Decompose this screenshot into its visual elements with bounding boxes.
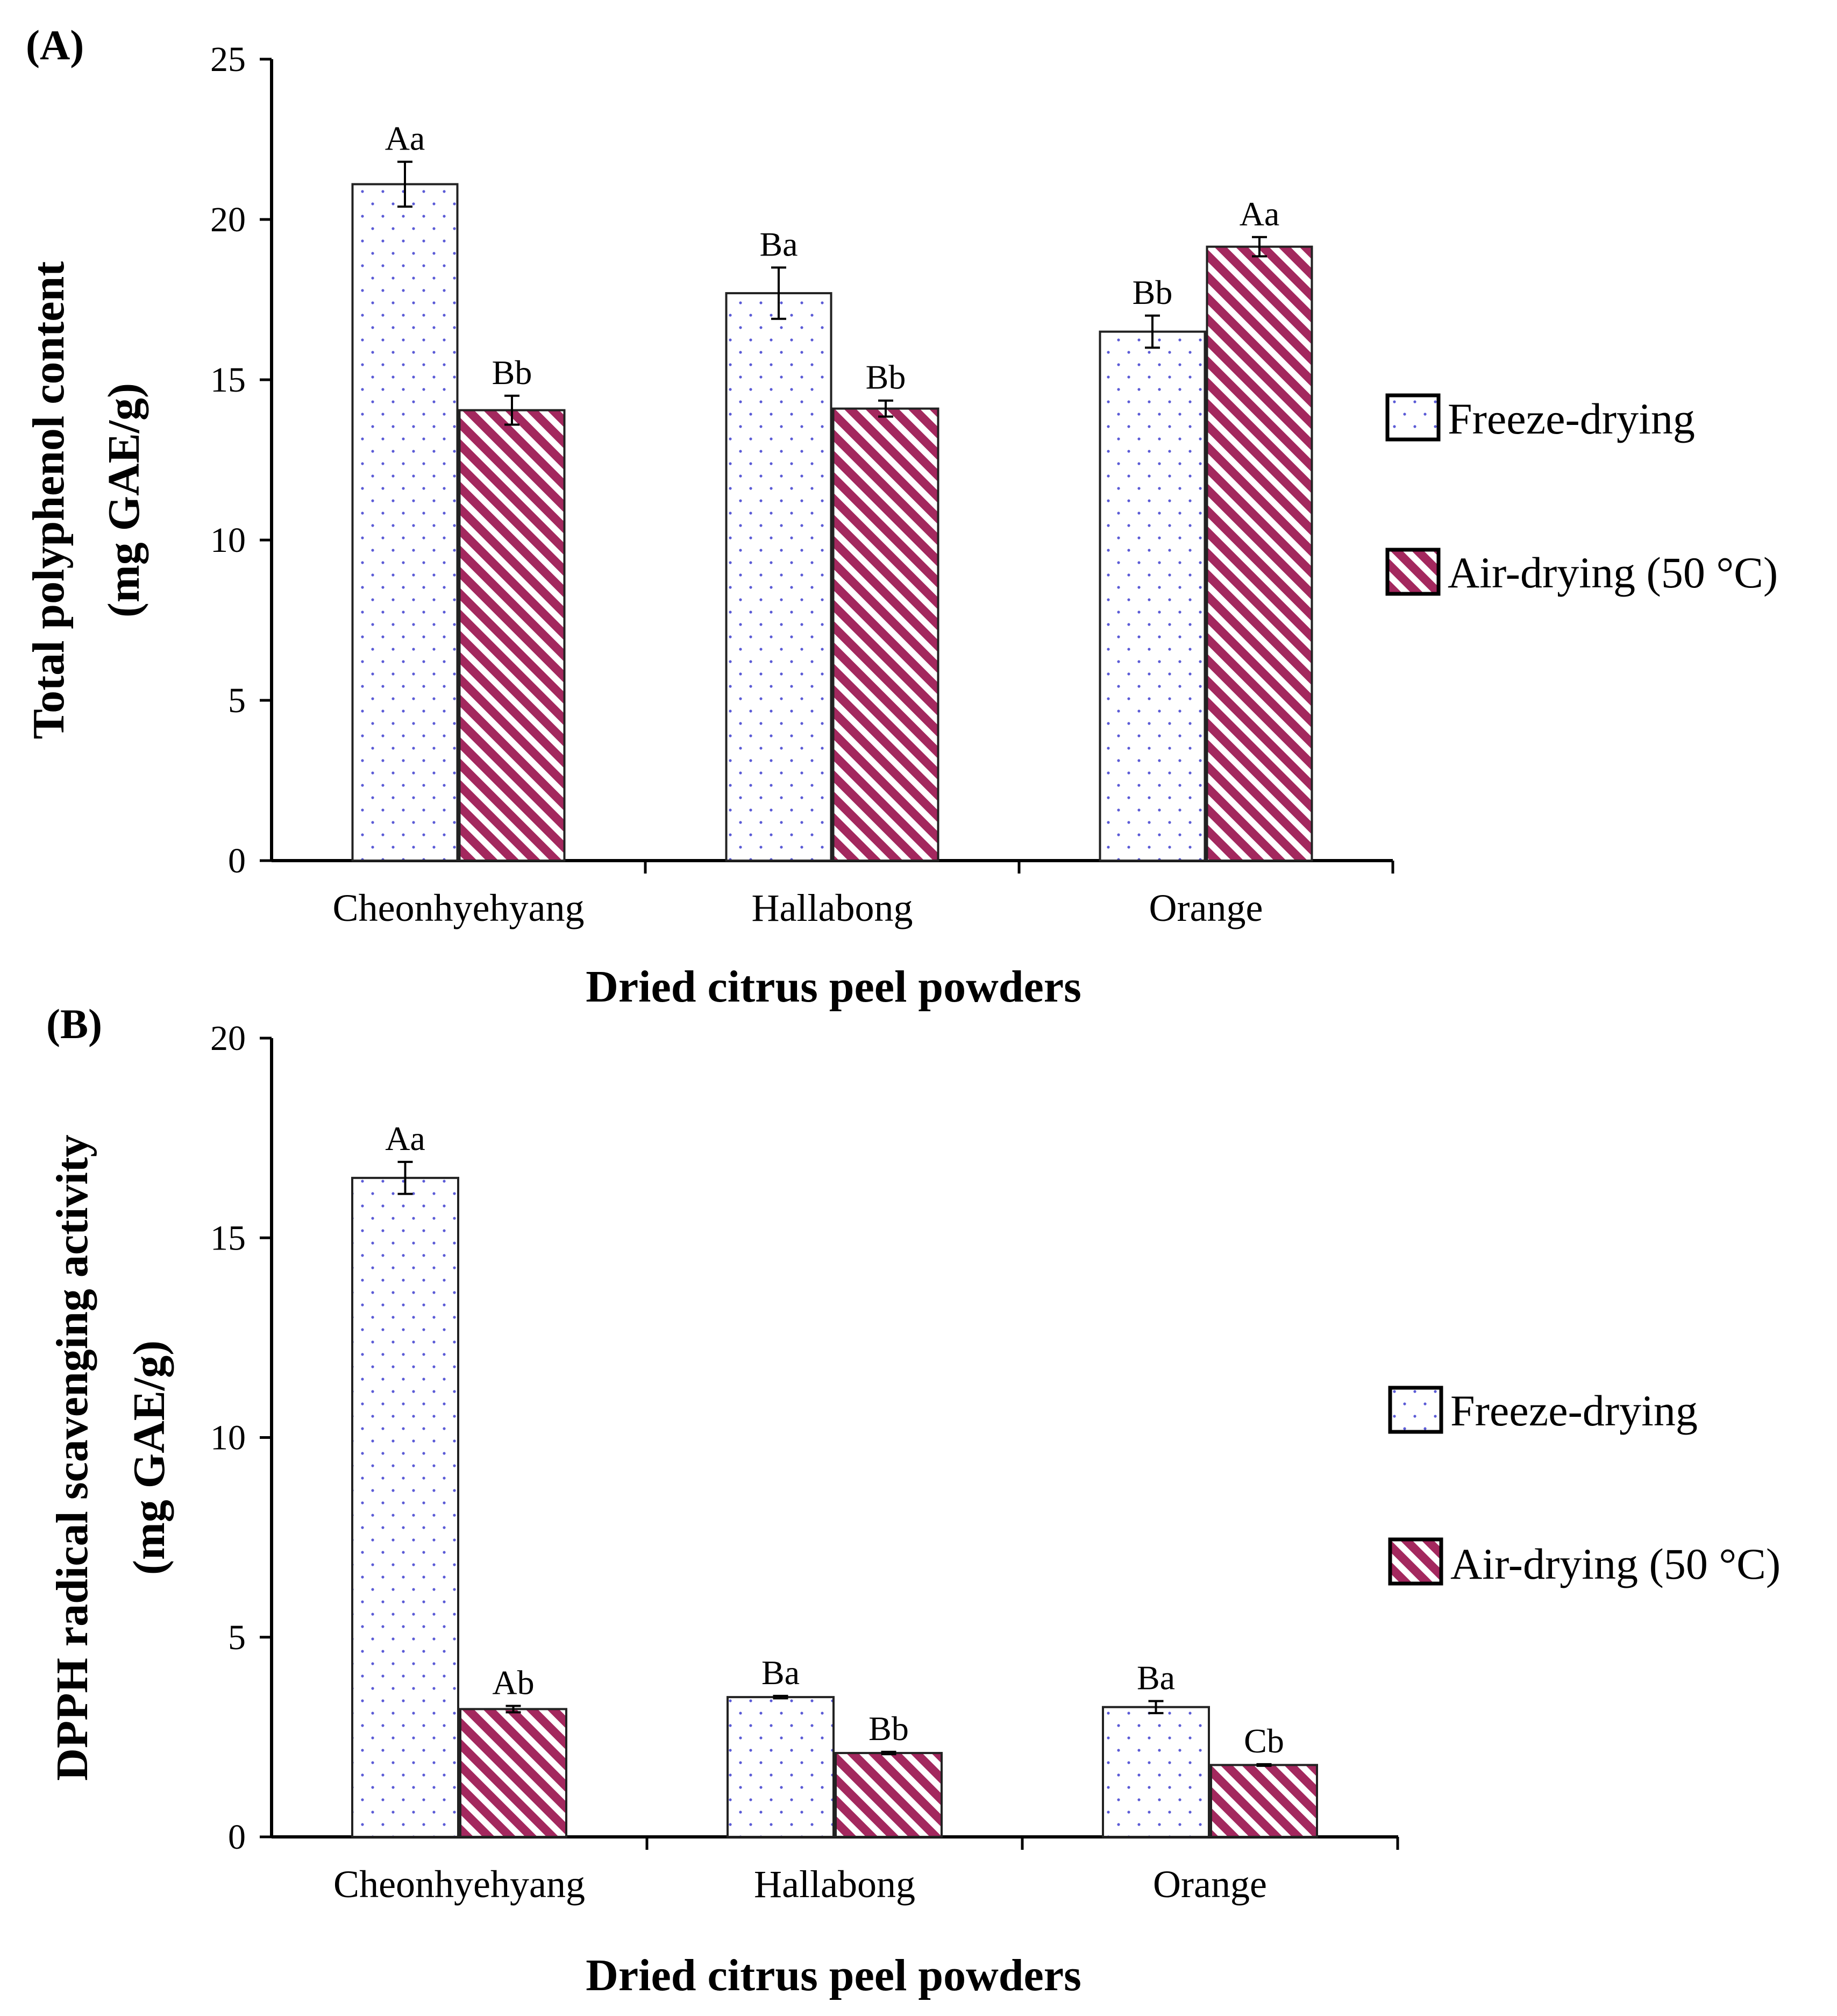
panel-b-legend: Freeze-drying Air-drying (50 °C): [1388, 1386, 1781, 1588]
panel-b-significance-label: Ab: [492, 1663, 534, 1701]
legend-b-air-swatch: [1388, 1537, 1443, 1586]
panel-b-bar-freeze: [1102, 1706, 1210, 1838]
legend-a-air-label: Air-drying (50 °C): [1448, 548, 1778, 597]
panel-a-bar-freeze: [351, 183, 459, 862]
panel-a-y-tick-label: 15: [210, 360, 246, 400]
panel-b-significance-label: Aa: [385, 1119, 425, 1158]
panel-b-y-tick-label: 20: [210, 1019, 246, 1058]
panel-a-bar-freeze: [1099, 330, 1206, 862]
panel-a-plot: 0 5 10 15 20 25 Cheonhyehyang Aa Bb Hallabong Ba Bb…: [210, 40, 1394, 929]
panel-a-ylabel-line1: Total polyphenol content: [24, 261, 74, 739]
panel-a: (A) Total polyphenol content (mg GAE/g) …: [24, 22, 1778, 1012]
panel-a-category-label: Hallabong: [752, 886, 913, 929]
panel-a-ylabel-line2: (mg GAE/g): [99, 383, 149, 617]
panel-b-ylabel-line1: DPPH radical scavenging activity: [47, 1134, 97, 1781]
panel-b-y-tick-label: 5: [228, 1618, 246, 1657]
panel-b-bar-air: [459, 1708, 567, 1838]
panel-a-bar-air: [832, 407, 939, 862]
legend-a-freeze-swatch: [1385, 393, 1441, 442]
panel-a-significance-label: Bb: [866, 358, 906, 396]
panel-b-bar-air: [1210, 1764, 1318, 1838]
panel-a-y-tick-label: 20: [210, 200, 246, 239]
panel-b-y-tick-label: 0: [228, 1818, 246, 1857]
legend-b-freeze-label: Freeze-drying: [1450, 1386, 1698, 1435]
panel-b-bar-freeze: [727, 1696, 835, 1838]
panel-b: (B) DPPH radical scavenging activity (mg…: [46, 1000, 1781, 2000]
legend-a-air-swatch: [1385, 548, 1441, 596]
panel-a-significance-label: Aa: [385, 119, 425, 158]
legend-b-freeze-swatch: [1388, 1386, 1443, 1434]
panel-a-bar-air: [1206, 245, 1313, 862]
panel-a-category-label: Orange: [1149, 886, 1263, 929]
panel-b-category-label: Orange: [1153, 1863, 1267, 1906]
panel-b-significance-label: Bb: [868, 1709, 909, 1748]
panel-a-legend: Freeze-drying Air-drying (50 °C): [1385, 393, 1778, 597]
panel-a-label: (A): [26, 22, 84, 68]
panel-b-y-tick-label: 10: [210, 1418, 246, 1458]
panel-a-significance-label: Aa: [1240, 195, 1280, 233]
panel-b-bar-freeze: [351, 1176, 459, 1838]
legend-a-freeze-label: Freeze-drying: [1448, 394, 1695, 443]
legend-b-air-label: Air-drying (50 °C): [1450, 1539, 1781, 1588]
panel-a-y-tick-label: 10: [210, 521, 246, 560]
panel-a-xlabel: Dried citrus peel powders: [586, 962, 1081, 1012]
panel-b-ylabel-line2: (mg GAE/g): [124, 1340, 174, 1575]
panel-b-significance-label: Ba: [1137, 1659, 1175, 1697]
panel-b-category-label: Cheonhyehyang: [333, 1863, 585, 1906]
panel-a-bar-freeze: [725, 292, 832, 862]
panel-b-category-label: Hallabong: [754, 1863, 915, 1906]
panel-a-significance-label: Ba: [759, 225, 798, 263]
panel-b-significance-label: Ba: [761, 1653, 800, 1692]
panel-b-xlabel: Dried citrus peel powders: [586, 1950, 1081, 2000]
panel-b-bar-air: [835, 1752, 943, 1838]
panel-a-significance-label: Bb: [492, 353, 532, 392]
panel-a-significance-label: Bb: [1133, 273, 1173, 311]
panel-b-plot: 0 5 10 15 20 Cheonhyehyang Aa Ab Hallabong Ba Bb Or…: [210, 1019, 1399, 1906]
panel-a-y-tick-label: 25: [210, 40, 246, 79]
panel-a-y-tick-label: 0: [228, 841, 246, 881]
panel-b-y-tick-label: 15: [210, 1218, 246, 1258]
panel-a-category-label: Cheonhyehyang: [333, 886, 585, 929]
panel-b-label: (B): [46, 1000, 102, 1047]
panel-a-bar-air: [458, 409, 566, 862]
panel-a-y-tick-label: 5: [228, 681, 246, 720]
panel-b-significance-label: Cb: [1244, 1722, 1284, 1760]
